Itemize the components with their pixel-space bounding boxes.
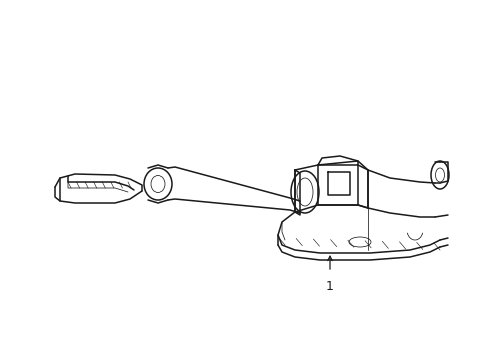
Text: 1: 1 bbox=[325, 280, 333, 293]
